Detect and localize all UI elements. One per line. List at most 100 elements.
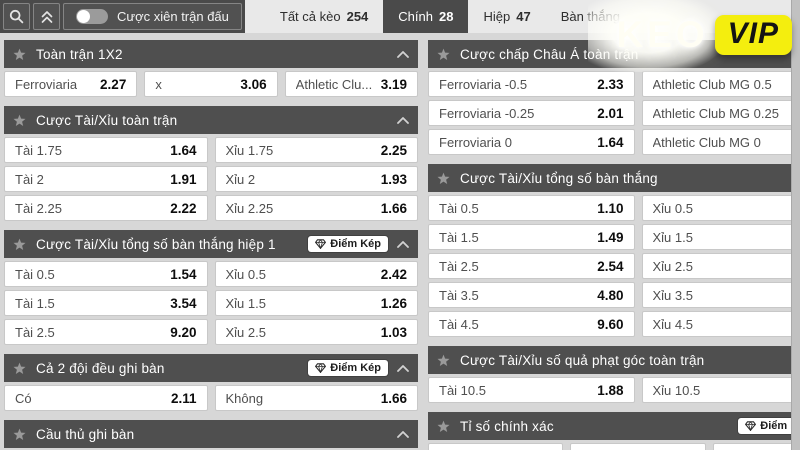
odds-row: Tài 2 1.91 Xỉu 2 1.93 [4,166,418,192]
search-button[interactable] [3,3,30,30]
odds-value: 2.27 [100,76,127,92]
odds-cell[interactable]: Athletic Club MG 0 [641,129,800,155]
star-icon [13,48,26,61]
star-icon [437,420,450,433]
chevron-up-icon[interactable] [397,50,409,58]
odds-value: 1.10 [597,200,624,216]
odds-cell[interactable]: Athletic Club MG 0.5 [641,71,800,97]
odds-cell[interactable] [428,443,564,450]
odds-cell[interactable]: Ferroviaria 0 1.64 [428,129,635,155]
selection-label: Athletic Club MG 0.25 [652,105,779,121]
section-header[interactable]: Toàn trận 1X2 [4,40,418,68]
toggle-switch[interactable] [76,9,108,24]
chevron-up-icon[interactable] [397,240,409,248]
tab-label: Bàn thắng [560,9,620,24]
odds-cell[interactable]: Có 2.11 [4,385,208,411]
odds-row: Ferroviaria 2.27 x 3.06 Athletic Clu... 3.19 [4,71,418,97]
odds-cell[interactable]: Tài 1.75 1.64 [4,137,208,163]
parlay-toggle-button[interactable]: Cược xiên trận đấu [63,3,242,30]
scrollbar-track[interactable] [791,0,800,450]
logo-keo-text: KEO [616,14,709,55]
odds-cell[interactable]: Xỉu 10.5 [641,377,800,403]
selection-label: Xỉu 10.5 [652,382,701,398]
odds-cell[interactable]: Tài 2.5 2.54 [428,253,635,279]
badge-label: Điểm Kép [330,238,381,250]
odds-cell[interactable]: Xỉu 2.5 1.03 [214,319,418,345]
odds-cell[interactable]: Xỉu 3.5 [641,282,800,308]
selection-label: Athletic Club MG 0.5 [652,76,772,92]
badge-label: Điểm Kép [760,420,800,432]
odds-cell[interactable]: Tài 1.5 1.49 [428,224,635,250]
odds-cell[interactable]: Ferroviaria -0.5 2.33 [428,71,635,97]
gem-icon [315,363,327,373]
selection-label: Ferroviaria [15,76,78,92]
odds-value: 2.22 [170,200,197,216]
selection-label: Tài 3.5 [439,287,479,303]
search-icon [9,9,24,24]
selection-label: x [155,76,162,92]
tab-0[interactable]: Tất cả kèo 254 [265,0,383,33]
odds-cell[interactable]: Xỉu 4.5 [641,311,800,337]
odds-cell[interactable]: Xỉu 1.5 [641,224,800,250]
odds-cell[interactable]: Tài 3.5 4.80 [428,282,635,308]
odds-cell[interactable]: Xỉu 0.5 [641,195,800,221]
section-header[interactable]: Cược Tài/Xỉu số quả phạt góc toàn trận [428,346,800,374]
odds-cell[interactable]: Xỉu 2 1.93 [214,166,418,192]
odds-cell[interactable]: x 3.06 [144,71,278,97]
double-chevron-up-icon [40,10,54,24]
gem-icon [315,239,327,249]
star-icon [437,48,450,61]
odds-cell[interactable]: Tài 0.5 1.54 [4,261,208,287]
odds-cell[interactable]: Ferroviaria -0.25 2.01 [428,100,635,126]
odds-cell[interactable]: Tài 2.25 2.22 [4,195,208,221]
odds-row: Tài 0.5 1.10 Xỉu 0.5 [428,195,800,221]
chevron-up-icon[interactable] [397,116,409,124]
odds-cell[interactable]: Tài 4.5 9.60 [428,311,635,337]
collapse-all-button[interactable] [33,3,60,30]
odds-cell[interactable]: Xỉu 2.5 [641,253,800,279]
odds-cell[interactable]: Athletic Clu... 3.19 [284,71,418,97]
odds-value: 9.60 [597,316,624,332]
tab-3[interactable]: Bàn thắng [546,0,635,33]
star-icon [437,354,450,367]
section-title: Cả 2 đội đều ghi bàn [36,360,165,376]
section-right-0: Cược chấp Châu Á toàn trận Ferroviaria -0… [428,40,800,155]
section-header[interactable]: Cược Tài/Xỉu tổng số bàn thắng hiệp 1 Điể… [4,230,418,258]
odds-cell[interactable]: Tài 2.5 9.20 [4,319,208,345]
section-header[interactable]: Tỉ số chính xác Điểm Kép [428,412,800,440]
section-header[interactable]: Cược Tài/Xỉu tổng số bàn thắng [428,164,800,192]
odds-cell[interactable]: Ferroviaria 2.27 [4,71,138,97]
tab-1[interactable]: Chính 28 [383,0,469,33]
odds-cell[interactable]: Không 1.66 [214,385,418,411]
section-right-2: Cược Tài/Xỉu số quả phạt góc toàn trận Tà… [428,346,800,403]
odds-cell[interactable]: Xỉu 1.5 1.26 [214,290,418,316]
odds-cell[interactable]: Tài 2 1.91 [4,166,208,192]
section-header[interactable]: Cược Tài/Xỉu toàn trận [4,106,418,134]
odds-value: 2.54 [597,258,624,274]
odds-cell[interactable]: Xỉu 0.5 2.42 [214,261,418,287]
odds-row: Tài 4.5 9.60 Xỉu 4.5 [428,311,800,337]
parlay-label: Cược xiên trận đấu [117,9,229,24]
selection-label: Xỉu 2.5 [652,258,693,274]
odds-cell[interactable]: Tài 10.5 1.88 [428,377,635,403]
section-header[interactable]: Cả 2 đội đều ghi bàn Điểm Kép [4,354,418,382]
selection-label: Xỉu 0.5 [652,200,693,216]
odds-value: 3.54 [170,295,197,311]
star-icon [13,362,26,375]
chevron-up-icon[interactable] [397,364,409,372]
odds-cell[interactable] [712,443,800,450]
odds-cell[interactable]: Xỉu 2.25 1.66 [214,195,418,221]
badge-label: Điểm Kép [330,362,381,374]
section-left-1: Cược Tài/Xỉu toàn trận Tài 1.75 1.64 Xỉu 1.… [4,106,418,221]
chevron-up-icon[interactable] [397,430,409,438]
gem-icon [745,421,757,431]
odds-cell[interactable]: Athletic Club MG 0.25 [641,100,800,126]
odds-cell[interactable]: Xỉu 1.75 2.25 [214,137,418,163]
odds-cell[interactable] [570,443,706,450]
odds-cell[interactable]: Tài 0.5 1.10 [428,195,635,221]
tab-2[interactable]: Hiệp 47 [468,0,545,33]
section-header[interactable]: Cầu thủ ghi bàn [4,420,418,448]
toggle-knob [77,10,90,23]
selection-label: Ferroviaria -0.25 [439,105,535,121]
odds-cell[interactable]: Tài 1.5 3.54 [4,290,208,316]
